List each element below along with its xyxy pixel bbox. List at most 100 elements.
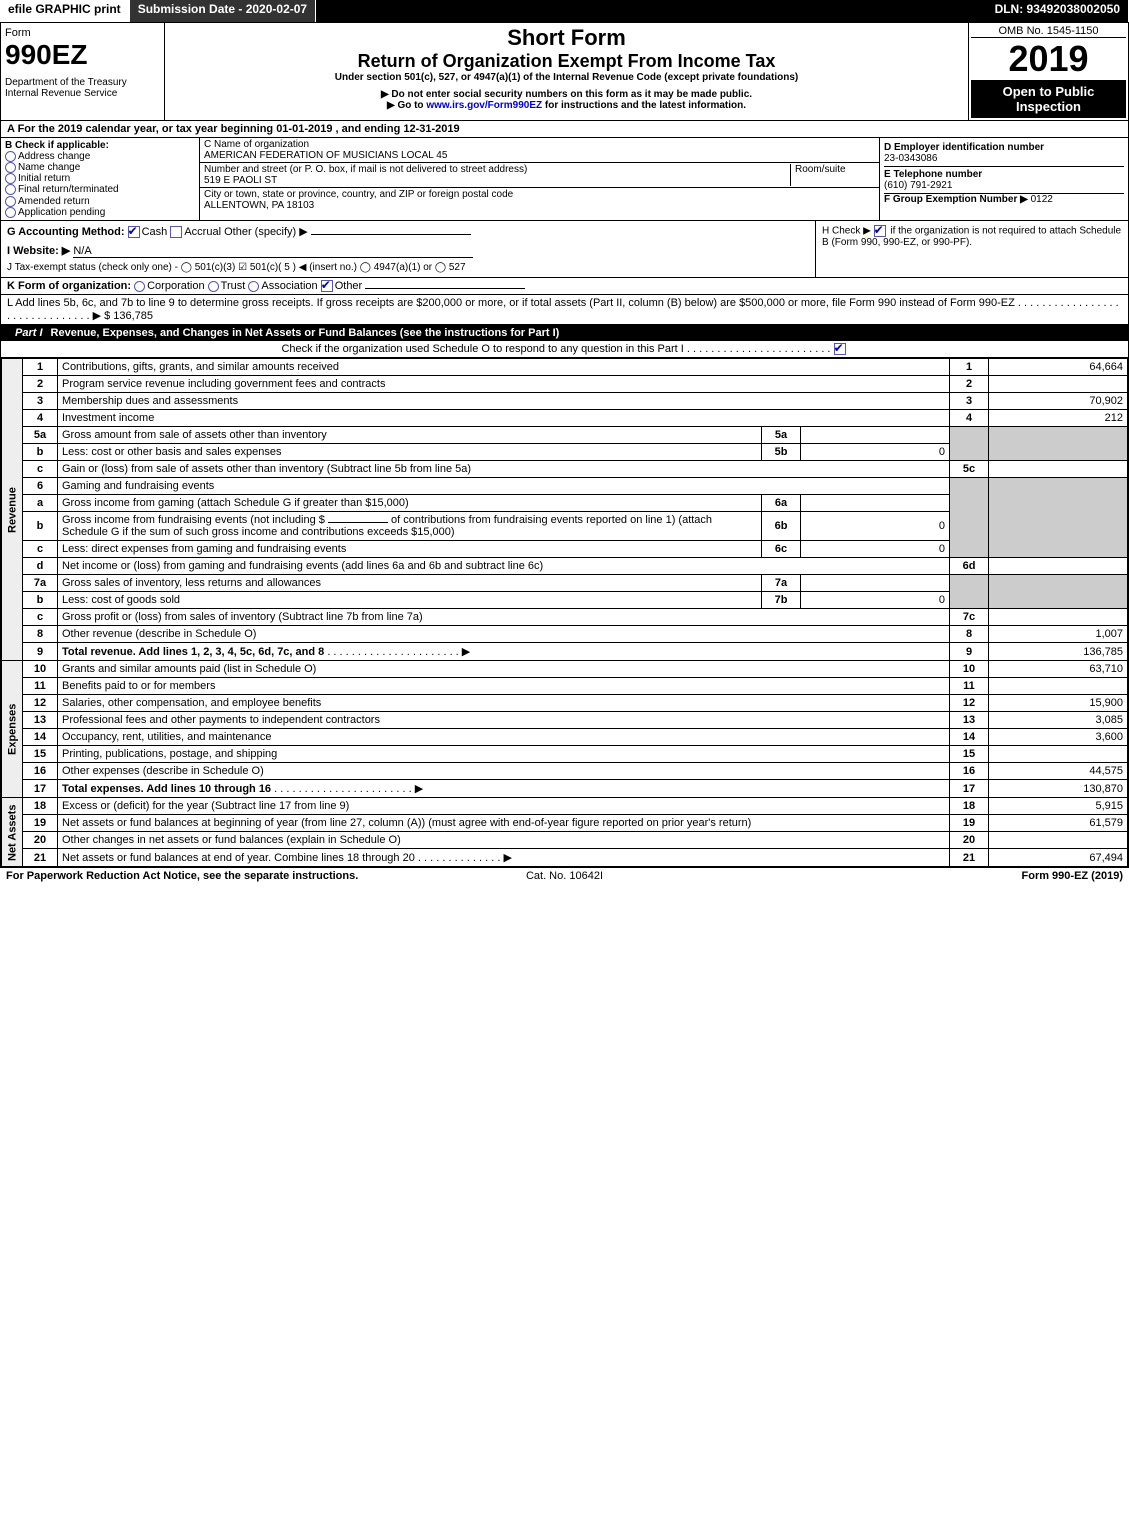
ln-6c: c <box>23 541 58 558</box>
ln-5a: 5a <box>23 427 58 444</box>
val-1: 64,664 <box>989 359 1128 376</box>
omb-number: OMB No. 1545-1150 <box>971 25 1126 38</box>
footer-mid: Cat. No. 10642I <box>378 870 750 882</box>
other-specify[interactable] <box>311 234 471 235</box>
num-19: 19 <box>950 815 989 832</box>
part-1-title: Revenue, Expenses, and Changes in Net As… <box>51 327 1122 339</box>
val-13: 3,085 <box>989 712 1128 729</box>
mv-5a <box>801 427 950 444</box>
desc-13: Professional fees and other payments to … <box>58 712 950 729</box>
telephone: (610) 791-2921 <box>884 180 952 191</box>
6b-amount[interactable] <box>328 522 388 523</box>
part-1-check-text: Check if the organization used Schedule … <box>281 343 683 355</box>
mn-7a: 7a <box>762 575 801 592</box>
ln-15: 15 <box>23 746 58 763</box>
cb-cash[interactable] <box>128 226 140 238</box>
cb-other-org[interactable] <box>321 280 333 292</box>
num-12: 12 <box>950 695 989 712</box>
cb-assoc[interactable] <box>248 281 259 292</box>
val-3: 70,902 <box>989 393 1128 410</box>
box-def: D Employer identification number23-03430… <box>880 138 1128 220</box>
cb-schedule-o[interactable] <box>834 343 846 355</box>
desc-10: Grants and similar amounts paid (list in… <box>58 661 950 678</box>
footer-left: For Paperwork Reduction Act Notice, see … <box>6 870 358 882</box>
val-2 <box>989 376 1128 393</box>
ln-19: 19 <box>23 815 58 832</box>
num-6d: 6d <box>950 558 989 575</box>
cb-pending[interactable] <box>5 207 16 218</box>
ln-12: 12 <box>23 695 58 712</box>
grey-5v <box>989 427 1128 461</box>
num-5c: 5c <box>950 461 989 478</box>
ln-6: 6 <box>23 478 58 495</box>
val-12: 15,900 <box>989 695 1128 712</box>
opt-name: Name change <box>18 162 80 173</box>
cb-accrual[interactable] <box>170 226 182 238</box>
sub3-pre: ▶ Go to <box>387 100 426 111</box>
form-header: Form 990EZ Department of the Treasury In… <box>1 23 1128 121</box>
k-label: K Form of organization: <box>7 280 131 292</box>
opt-pending: Application pending <box>18 207 105 218</box>
cb-schedule-b[interactable] <box>874 225 886 237</box>
desc-21: Net assets or fund balances at end of ye… <box>62 852 415 864</box>
ln-11: 11 <box>23 678 58 695</box>
desc-5a: Gross amount from sale of assets other t… <box>58 427 762 444</box>
mv-6c: 0 <box>801 541 950 558</box>
num-16: 16 <box>950 763 989 780</box>
mn-5a: 5a <box>762 427 801 444</box>
cb-initial[interactable] <box>5 173 16 184</box>
ln-8: 8 <box>23 626 58 643</box>
group-number: 0122 <box>1031 194 1053 205</box>
opt-other-org: Other <box>335 280 363 292</box>
row-a-tax-year: A For the 2019 calendar year, or tax yea… <box>1 121 1128 138</box>
desc-11: Benefits paid to or for members <box>58 678 950 695</box>
grey-7 <box>950 575 989 609</box>
part-1-table: Revenue 1Contributions, gifts, grants, a… <box>1 358 1128 867</box>
num-21: 21 <box>950 849 989 867</box>
box-b: B Check if applicable: Address change Na… <box>1 138 200 220</box>
desc-5c: Gain or (loss) from sale of assets other… <box>58 461 950 478</box>
irs-link[interactable]: www.irs.gov/Form990EZ <box>426 100 542 111</box>
ln-21: 21 <box>23 849 58 867</box>
box-c: C Name of organization AMERICAN FEDERATI… <box>200 138 880 220</box>
ln-5c: c <box>23 461 58 478</box>
val-20 <box>989 832 1128 849</box>
ln-14: 14 <box>23 729 58 746</box>
title-main: Return of Organization Exempt From Incom… <box>167 51 966 72</box>
num-11: 11 <box>950 678 989 695</box>
num-2: 2 <box>950 376 989 393</box>
other-org-field[interactable] <box>365 288 525 289</box>
room-suite: Room/suite <box>790 164 875 186</box>
opt-other: Other (specify) ▶ <box>224 226 308 238</box>
form-container: Form 990EZ Department of the Treasury In… <box>0 22 1129 868</box>
cb-trust[interactable] <box>208 281 219 292</box>
num-10: 10 <box>950 661 989 678</box>
num-3: 3 <box>950 393 989 410</box>
val-11 <box>989 678 1128 695</box>
cb-name-change[interactable] <box>5 162 16 173</box>
row-l: L Add lines 5b, 6c, and 7b to line 9 to … <box>1 295 1128 325</box>
group-label: F Group Exemption Number ▶ <box>884 194 1028 205</box>
cb-final[interactable] <box>5 184 16 195</box>
num-9: 9 <box>950 643 989 661</box>
l-value: ▶ $ 136,785 <box>93 310 153 322</box>
desc-7b: Less: cost of goods sold <box>58 592 762 609</box>
opt-assoc: Association <box>261 280 317 292</box>
sub3-post: for instructions and the latest informat… <box>542 100 746 111</box>
ln-16: 16 <box>23 763 58 780</box>
ln-18: 18 <box>23 798 58 815</box>
num-4: 4 <box>950 410 989 427</box>
efile-button[interactable]: efile GRAPHIC print <box>0 0 130 22</box>
cb-corp[interactable] <box>134 281 145 292</box>
cb-address-change[interactable] <box>5 151 16 162</box>
num-18: 18 <box>950 798 989 815</box>
val-8: 1,007 <box>989 626 1128 643</box>
ln-7a: 7a <box>23 575 58 592</box>
cb-amended[interactable] <box>5 196 16 207</box>
box-h: H Check ▶ if the organization is not req… <box>815 221 1128 277</box>
desc-12: Salaries, other compensation, and employ… <box>58 695 950 712</box>
desc-15: Printing, publications, postage, and shi… <box>58 746 950 763</box>
dept-treasury: Department of the Treasury <box>5 77 160 88</box>
grey-7v <box>989 575 1128 609</box>
num-15: 15 <box>950 746 989 763</box>
